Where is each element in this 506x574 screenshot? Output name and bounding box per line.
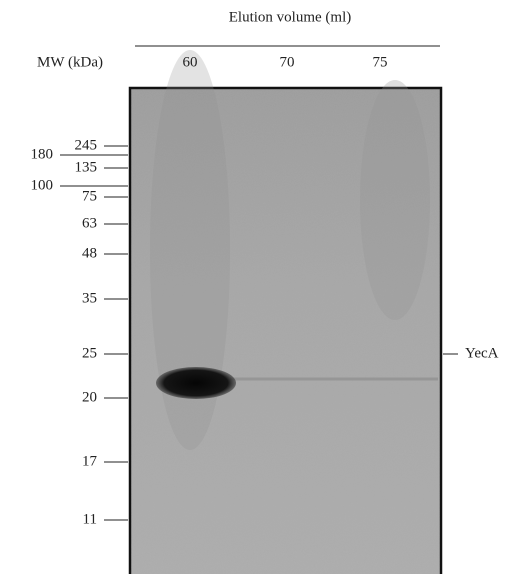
header-title: Elution volume (ml) [229, 9, 351, 25]
marker-label: 25 [82, 345, 97, 361]
marker-label: 63 [82, 215, 97, 231]
band-label: YecA [465, 345, 499, 361]
marker-label: 135 [75, 159, 98, 175]
mw-label: MW (kDa) [37, 54, 103, 70]
marker-label: 100 [31, 177, 54, 193]
marker-label: 180 [31, 146, 54, 162]
protein-band [156, 367, 236, 399]
gel [130, 50, 441, 574]
marker-label: 35 [82, 290, 97, 306]
marker-label: 17 [82, 453, 98, 469]
marker-label: 20 [82, 389, 97, 405]
lane-label: 75 [373, 54, 388, 70]
marker-label: 11 [83, 511, 97, 527]
lane-label: 60 [183, 54, 198, 70]
page: Elution volume (ml) MW (kDa) YecA 60 70 75… [0, 0, 506, 574]
marker-label: 48 [82, 245, 97, 261]
lane-label: 70 [280, 54, 295, 70]
marker-label: 75 [82, 188, 97, 204]
marker-label: 245 [75, 137, 98, 153]
gel-figure: Elution volume (ml) MW (kDa) YecA 60 70 75… [0, 0, 506, 574]
